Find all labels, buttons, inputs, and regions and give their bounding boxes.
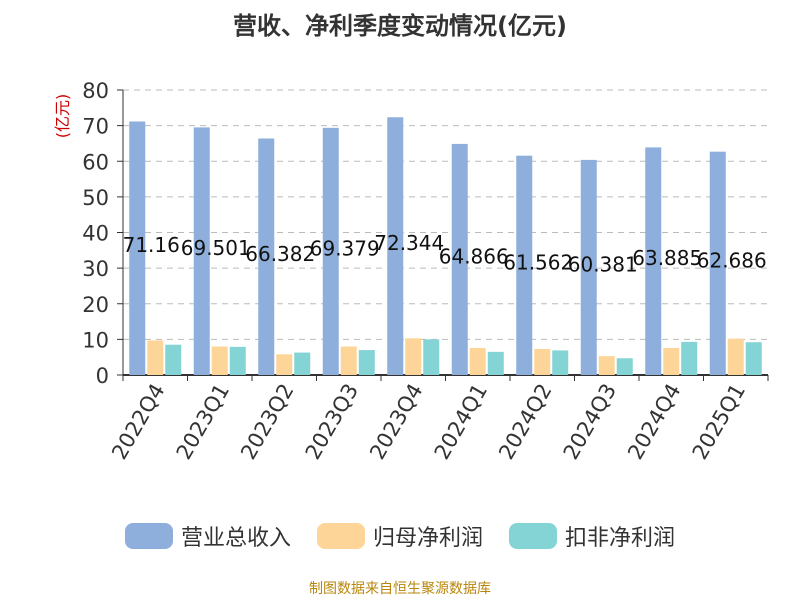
data-label: 66.382 xyxy=(245,242,315,266)
legend: 营业总收入 归母净利润 扣非净利润 xyxy=(0,520,800,552)
bar xyxy=(469,347,486,375)
y-tick-label: 0 xyxy=(96,364,109,388)
x-tick-label: 2023Q4 xyxy=(365,380,427,464)
bar xyxy=(322,127,339,375)
y-axis-label: (亿元) xyxy=(53,94,72,139)
bar xyxy=(645,147,662,375)
y-tick-label: 30 xyxy=(82,257,109,281)
bar xyxy=(580,159,597,375)
y-tick-label: 80 xyxy=(82,79,109,103)
x-tick-label: 2022Q4 xyxy=(107,380,169,464)
bar xyxy=(387,117,404,375)
bar xyxy=(423,339,440,375)
bar xyxy=(598,356,615,375)
legend-item-deducted-profit[interactable]: 扣非净利润 xyxy=(509,520,675,552)
legend-label-net-profit: 归母净利润 xyxy=(372,526,483,551)
bar xyxy=(663,347,680,375)
legend-swatch-revenue xyxy=(124,523,173,549)
x-tick-label: 2024Q1 xyxy=(430,380,492,464)
bar xyxy=(709,151,726,375)
x-tick-label: 2023Q1 xyxy=(172,380,234,464)
x-tick-label: 2024Q3 xyxy=(559,380,621,464)
legend-swatch-net-profit xyxy=(316,523,365,549)
y-tick-label: 50 xyxy=(82,186,109,210)
bar xyxy=(165,344,182,375)
bar xyxy=(276,354,293,375)
bar xyxy=(534,348,551,375)
bar xyxy=(405,338,422,375)
y-tick-label: 60 xyxy=(82,150,109,174)
x-tick-label: 2024Q2 xyxy=(494,380,556,464)
bar xyxy=(193,127,210,376)
bar xyxy=(727,338,744,375)
data-label: 72.344 xyxy=(374,231,444,255)
bar xyxy=(358,350,375,375)
legend-label-deducted-profit: 扣非净利润 xyxy=(565,526,676,551)
data-label: 61.562 xyxy=(503,250,573,274)
bar xyxy=(681,341,698,375)
legend-item-net-profit[interactable]: 归母净利润 xyxy=(316,520,483,552)
legend-label-revenue: 营业总收入 xyxy=(180,526,291,551)
x-tick-label: 2023Q3 xyxy=(301,380,363,464)
data-label: 60.381 xyxy=(568,252,638,276)
bar xyxy=(552,350,569,375)
bar xyxy=(129,121,146,376)
data-label: 71.16 xyxy=(123,233,180,257)
bar xyxy=(340,346,357,375)
data-label: 69.501 xyxy=(181,236,251,260)
data-label: 63.885 xyxy=(632,246,702,270)
bar xyxy=(451,143,468,375)
bar xyxy=(258,138,275,375)
legend-item-revenue[interactable]: 营业总收入 xyxy=(124,520,291,552)
bar xyxy=(294,352,311,375)
x-tick-label: 2024Q4 xyxy=(623,380,685,464)
y-tick-label: 40 xyxy=(82,222,109,246)
bar xyxy=(516,155,533,375)
data-label: 64.866 xyxy=(439,244,509,268)
source-note: 制图数据来自恒生聚源数据库 xyxy=(309,581,491,597)
bar xyxy=(616,358,633,375)
bar xyxy=(147,340,164,375)
data-label: 62.686 xyxy=(697,248,767,272)
y-tick-label: 10 xyxy=(82,328,109,352)
x-tick-label: 2025Q1 xyxy=(688,380,750,464)
bar xyxy=(229,346,246,375)
x-tick-label: 2023Q2 xyxy=(236,380,298,464)
data-label: 69.379 xyxy=(310,236,380,260)
y-tick-label: 20 xyxy=(82,293,109,317)
bar xyxy=(487,351,504,375)
chart-title: 营收、净利季度变动情况(亿元) xyxy=(233,12,567,40)
bar xyxy=(745,342,762,375)
bar xyxy=(211,346,228,375)
legend-swatch-deducted-profit xyxy=(509,523,557,549)
y-tick-label: 70 xyxy=(82,115,109,139)
